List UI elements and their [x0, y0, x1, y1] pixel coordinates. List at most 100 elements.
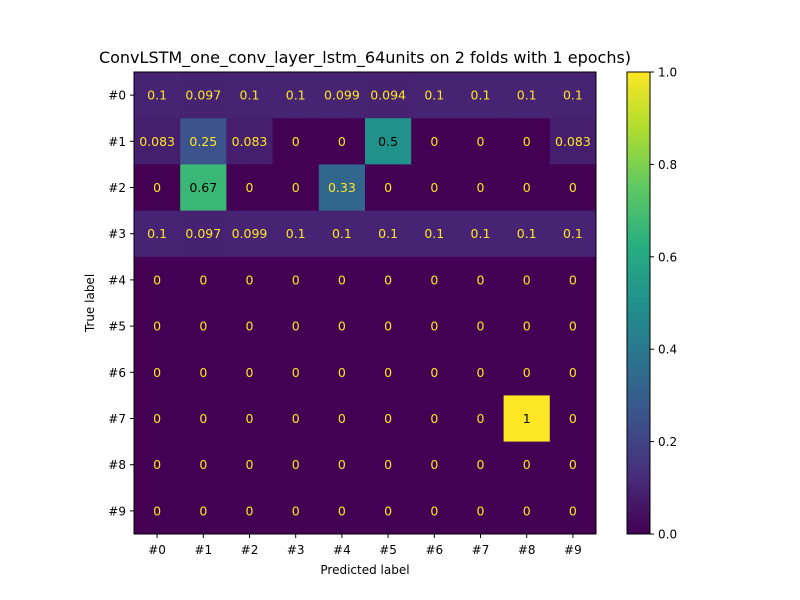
heatmap-cell: [272, 164, 320, 212]
heatmap-cell-value: 0: [477, 180, 485, 195]
heatmap-cell-value: 0: [569, 457, 577, 472]
heatmap-cell-value: 0.1: [378, 226, 398, 241]
heatmap-cell-value: 0: [384, 503, 392, 518]
heatmap-cell: [503, 256, 551, 304]
y-tick-label: #5: [108, 320, 126, 334]
heatmap-cell: [318, 118, 366, 165]
heatmap-cell-value: 0: [430, 180, 438, 195]
heatmap-cell: [226, 395, 274, 443]
heatmap-cell: [180, 441, 227, 489]
heatmap-cell: [134, 72, 181, 119]
x-tick-label: #0: [148, 543, 166, 557]
heatmap-cell-value: 0.1: [240, 88, 260, 103]
heatmap-cell-value: 0.1: [471, 88, 491, 103]
heatmap-cell: [457, 256, 505, 304]
heatmap-cell: [411, 303, 458, 350]
heatmap-cell: [226, 256, 274, 304]
heatmap-cell: [134, 303, 181, 350]
heatmap-cell: [503, 210, 551, 258]
heatmap-cell-value: 0: [292, 180, 300, 195]
heatmap-cell-value: 0: [246, 272, 254, 287]
y-tick-label: #1: [108, 135, 126, 149]
heatmap-cell: [503, 164, 551, 212]
heatmap-cell-value: 0: [430, 134, 438, 149]
heatmap-cells: [134, 72, 597, 535]
heatmap-cell-value: 0: [384, 319, 392, 334]
heatmap-cell: [457, 441, 505, 489]
colorbar-frame: [626, 71, 651, 535]
heatmap-cell-value: 0: [477, 319, 485, 334]
heatmap-cell: [365, 72, 412, 119]
heatmap-cell-value: 0: [153, 272, 161, 287]
heatmap-cell-value: 0.33: [328, 180, 356, 195]
heatmap-cell-value: 0.5: [378, 134, 398, 149]
heatmap-cell: [365, 303, 412, 350]
heatmap-cell: [411, 164, 458, 212]
colorbar: [627, 72, 650, 534]
heatmap-cell: [318, 395, 366, 443]
heatmap-cell-value: 0: [292, 319, 300, 334]
heatmap-cell: [318, 210, 366, 258]
heatmap-cell: [503, 395, 551, 443]
heatmap-cell: [503, 441, 551, 489]
x-tick-label: #1: [194, 543, 212, 557]
heatmap-cell-value: 0: [523, 503, 531, 518]
heatmap-cell: [180, 256, 227, 304]
heatmap-cell-value: 0: [477, 272, 485, 287]
heatmap-cell: [365, 441, 412, 489]
plot-frame: [133, 71, 597, 535]
heatmap-cell-value: 0: [199, 457, 207, 472]
heatmap-cell-value: 0: [153, 457, 161, 472]
heatmap-cell-value: 0.67: [189, 180, 217, 195]
heatmap-cell-value: 0: [569, 503, 577, 518]
heatmap-cell-value: 0: [199, 411, 207, 426]
heatmap-cell-value: 0: [523, 365, 531, 380]
heatmap-cell-value: 0: [477, 411, 485, 426]
heatmap-cell: [457, 118, 505, 165]
colorbar-tick-label: 0.8: [658, 158, 677, 172]
heatmap-cell-value: 0: [569, 319, 577, 334]
heatmap-cell: [411, 395, 458, 443]
heatmap-cell: [365, 395, 412, 443]
heatmap-cell-value: 0: [477, 457, 485, 472]
heatmap-cell-value: 0: [199, 272, 207, 287]
heatmap-cell-value: 0.1: [332, 226, 352, 241]
heatmap-cell: [549, 487, 597, 535]
heatmap-cell: [226, 349, 274, 396]
heatmap-cell: [318, 487, 366, 535]
heatmap-cell-value: 0: [246, 319, 254, 334]
y-tick-label: #7: [108, 412, 126, 426]
x-tick-label: #2: [241, 543, 259, 557]
heatmap-cell: [549, 72, 597, 119]
heatmap-cell-value: 0: [523, 319, 531, 334]
heatmap-cell: [226, 303, 274, 350]
heatmap-cell-value: 0: [430, 272, 438, 287]
heatmap-cell: [272, 118, 320, 165]
heatmap-cell: [549, 349, 597, 396]
heatmap-cell: [134, 349, 181, 396]
x-tick-label: #4: [333, 543, 351, 557]
heatmap-cell-value: 0: [523, 272, 531, 287]
heatmap-cell-value: 0: [569, 365, 577, 380]
heatmap-cell-value: 0: [153, 180, 161, 195]
heatmap-cell-value: 0.1: [147, 226, 167, 241]
heatmap-cell-value: 0: [477, 134, 485, 149]
heatmap-cell: [503, 349, 551, 396]
colorbar-tick-label: 0.0: [658, 528, 677, 542]
heatmap-cell: [134, 441, 181, 489]
y-tick-label: #2: [108, 181, 126, 195]
heatmap-cell: [503, 487, 551, 535]
colorbar-tick-label: 0.4: [658, 343, 677, 357]
heatmap-cell: [226, 441, 274, 489]
heatmap-cell-value: 0: [384, 180, 392, 195]
heatmap-cell-value: 0.099: [324, 88, 360, 103]
heatmap-cell-value: 0: [523, 180, 531, 195]
heatmap-cell-value: 0: [477, 503, 485, 518]
heatmap-cell-value: 0: [338, 319, 346, 334]
heatmap-cell: [457, 210, 505, 258]
heatmap-cell-value: 0: [292, 272, 300, 287]
heatmap-cell: [549, 441, 597, 489]
heatmap-cell-value: 0: [430, 365, 438, 380]
heatmap-cell-value: 0: [338, 365, 346, 380]
